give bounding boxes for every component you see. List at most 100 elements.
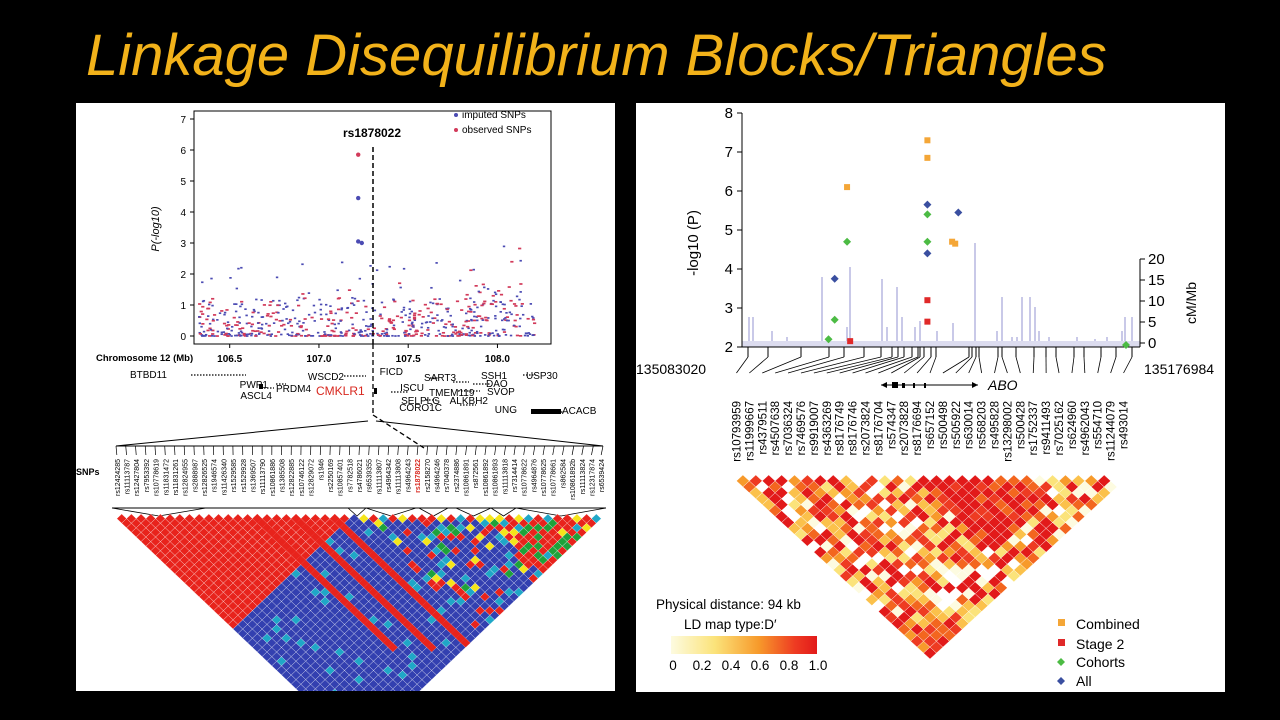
ld-cell-highlight xyxy=(325,583,335,593)
observed-snp-point xyxy=(441,331,446,334)
observed-snp-point xyxy=(206,307,211,310)
right-y-axis: 2 3 4 5 6 7 8 xyxy=(725,105,742,356)
imputed-snp-point xyxy=(203,335,206,337)
observed-snp-point xyxy=(220,310,224,312)
snp-connector xyxy=(154,445,156,456)
ld-block-outline xyxy=(490,507,517,517)
snp-connector xyxy=(1123,356,1133,374)
left-x-tick-label: 107.0 xyxy=(306,354,331,365)
imputed-lead-point xyxy=(359,240,364,246)
ld-cell-highlight xyxy=(300,523,311,533)
imputed-snp-point xyxy=(201,281,204,284)
ld-cell-highlight xyxy=(378,633,389,643)
gene-label: ISCU xyxy=(400,383,424,394)
imputed-snp-point xyxy=(520,305,523,308)
recombination-rate-track xyxy=(742,243,1140,347)
imputed-snp-point xyxy=(385,335,389,337)
abo-exon xyxy=(924,383,926,388)
observed-snp-point xyxy=(382,306,387,309)
imputed-snp-point xyxy=(307,313,311,316)
cohorts-point xyxy=(843,237,852,246)
right-x-start: 135083020 xyxy=(636,361,706,377)
recombination-bar xyxy=(771,331,773,347)
observed-snp-point xyxy=(497,290,501,292)
imputed-snp-point xyxy=(210,277,213,280)
observed-snp-point xyxy=(466,310,471,313)
observed-snp-point xyxy=(330,329,334,332)
imputed-snp-point xyxy=(438,298,441,300)
observed-snp-point xyxy=(445,308,449,311)
recombination-bar xyxy=(936,331,938,347)
snp-connector xyxy=(1032,356,1035,374)
imputed-snp-point xyxy=(492,334,496,337)
observed-snp-point xyxy=(460,309,464,311)
ld-cell-highlight xyxy=(349,569,359,579)
gene-label: PWP1 xyxy=(240,380,269,391)
imputed-snp-point xyxy=(404,314,407,317)
imputed-snp-point xyxy=(297,296,301,299)
observed-snp-point xyxy=(364,305,368,308)
ld-block-outline xyxy=(418,507,449,517)
slide-title: Linkage Disequilibrium Blocks/Triangles xyxy=(86,23,1107,88)
imputed-snp-point xyxy=(440,320,443,322)
left-snp-label: rs12829072 xyxy=(309,459,316,496)
right-y-label: -log10 (P) xyxy=(685,210,702,276)
observed-snp-point xyxy=(471,326,475,329)
observed-snp-point xyxy=(288,318,293,321)
imputed-snp-point xyxy=(202,299,206,302)
imputed-snp-point xyxy=(392,298,395,301)
left-snp-label: rs1529928 xyxy=(241,459,248,492)
observed-snp-point xyxy=(462,324,466,327)
observed-snp-point xyxy=(460,333,464,336)
observed-snp-point xyxy=(331,319,336,321)
observed-snp-point xyxy=(479,332,483,334)
left-snp-cloud xyxy=(198,245,537,337)
imputed-snp-point xyxy=(444,326,448,329)
imputed-snp-point xyxy=(429,321,432,323)
observed-snp-point xyxy=(305,335,309,337)
left-snp-label: rs10778625 xyxy=(541,459,548,496)
observed-snp-point xyxy=(485,319,489,322)
left-legend: imputed SNPs observed SNPs xyxy=(454,110,531,136)
imputed-snp-point xyxy=(257,311,260,314)
observed-snp-point xyxy=(224,332,228,335)
imputed-snp-point xyxy=(420,322,424,325)
imputed-snp-point xyxy=(272,322,276,324)
observed-snp-point xyxy=(452,331,456,334)
legend-cohorts-marker xyxy=(1057,658,1065,666)
imputed-snp-point xyxy=(442,326,446,328)
legend-imputed-marker xyxy=(454,113,458,117)
imputed-snp-point xyxy=(324,303,328,306)
imputed-snp-point xyxy=(295,333,298,336)
observed-snp-point xyxy=(235,324,239,327)
ld-cell-highlight xyxy=(421,601,432,611)
observed-snp-point xyxy=(269,315,273,318)
imputed-snp-point xyxy=(319,313,323,316)
left-snp-label: rs2250169 xyxy=(328,459,335,492)
ld-cell-highlight xyxy=(383,638,393,648)
imputed-snp-point xyxy=(427,333,431,335)
right-snp-label: rs13298002 xyxy=(1002,401,1014,462)
imputed-snp-point xyxy=(473,315,476,318)
imputed-snp-point xyxy=(256,322,260,324)
imputed-snp-point xyxy=(358,277,362,280)
abo-exon xyxy=(902,383,905,388)
snp-connector xyxy=(1110,356,1117,374)
observed-snp-point xyxy=(254,335,258,337)
snp-connector xyxy=(800,356,865,374)
left-y-tick-label: 5 xyxy=(180,177,186,188)
right-ld-svg: 2 3 4 5 6 7 8 -log10 (P) 0 5 10 15 20 cM/Mb 135083… xyxy=(636,105,1214,689)
left-x-tick-label: 106.5 xyxy=(217,354,242,365)
imputed-snp-point xyxy=(226,321,230,324)
imputed-snp-point xyxy=(521,313,525,316)
observed-snp-point xyxy=(262,304,267,306)
imputed-snp-point xyxy=(475,330,479,333)
imputed-snp-point xyxy=(340,332,343,334)
observed-snp-point xyxy=(404,330,408,332)
imputed-snp-point xyxy=(227,332,230,335)
cohorts-point xyxy=(923,210,932,219)
observed-snp-point xyxy=(392,328,396,331)
observed-snp-point xyxy=(332,335,336,337)
imputed-snp-point xyxy=(235,334,239,337)
imputed-snp-point xyxy=(493,291,497,294)
